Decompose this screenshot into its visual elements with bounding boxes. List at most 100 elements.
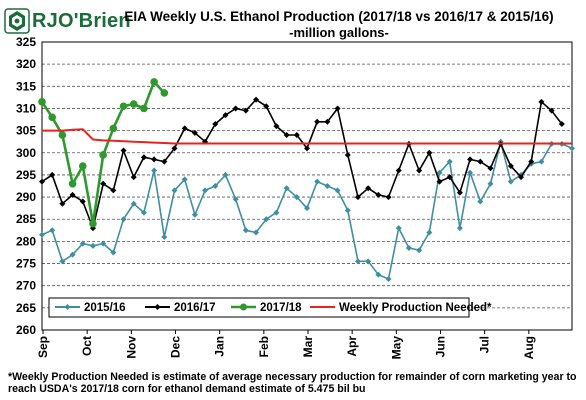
data-point-2015-16 bbox=[538, 158, 545, 165]
data-point-2015-16 bbox=[100, 240, 107, 247]
data-point-2016-17 bbox=[140, 154, 147, 161]
y-tick-label: 265 bbox=[16, 301, 36, 315]
x-tick-label: Apr bbox=[345, 336, 359, 357]
data-point-2015-16 bbox=[191, 211, 198, 218]
data-point-2015-16 bbox=[293, 194, 300, 201]
data-point-2017-18 bbox=[38, 98, 46, 106]
data-point-2016-17 bbox=[191, 129, 198, 136]
data-point-2016-17 bbox=[232, 105, 239, 112]
data-point-2015-16 bbox=[283, 185, 290, 192]
data-point-2015-16 bbox=[467, 169, 474, 176]
data-point-2017-18 bbox=[48, 113, 56, 122]
data-point-2017-18 bbox=[58, 131, 67, 139]
data-point-2016-17 bbox=[538, 98, 545, 105]
data-point-2015-16 bbox=[253, 229, 260, 236]
chart-title: EIA Weekly U.S. Ethanol Production (2017… bbox=[124, 9, 554, 24]
plot-frame bbox=[41, 41, 573, 331]
data-point-2015-16 bbox=[79, 240, 86, 247]
legend-marker bbox=[64, 304, 71, 310]
data-point-2016-17 bbox=[375, 191, 382, 198]
chart-footnote: *Weekly Production Needed is estimate of… bbox=[8, 371, 577, 395]
y-tick-label: 275 bbox=[16, 257, 36, 271]
data-point-2017-18 bbox=[160, 89, 169, 97]
data-point-2015-16 bbox=[140, 209, 147, 216]
data-point-2015-16 bbox=[151, 167, 158, 174]
data-point-2016-17 bbox=[222, 112, 229, 119]
data-point-2015-16 bbox=[304, 205, 310, 212]
data-point-2016-17 bbox=[171, 145, 178, 152]
data-point-2015-16 bbox=[477, 198, 484, 205]
data-point-2015-16 bbox=[39, 231, 45, 238]
data-point-2016-17 bbox=[385, 194, 392, 201]
data-point-2017-18 bbox=[68, 179, 77, 188]
data-point-2017-18 bbox=[78, 162, 87, 170]
data-point-2017-18 bbox=[109, 124, 118, 133]
x-tick-label: Jun bbox=[434, 336, 448, 357]
data-point-2016-17 bbox=[110, 187, 117, 194]
data-point-2015-16 bbox=[273, 209, 280, 216]
data-point-2017-18 bbox=[89, 219, 97, 228]
data-point-2015-16 bbox=[212, 183, 219, 189]
data-point-2015-16 bbox=[202, 187, 209, 194]
data-point-2016-17 bbox=[507, 163, 514, 170]
data-point-2015-16 bbox=[334, 187, 341, 194]
data-point-2016-17 bbox=[263, 103, 270, 110]
data-point-2016-17 bbox=[151, 156, 158, 163]
data-point-2016-17 bbox=[528, 158, 535, 165]
data-point-2016-17 bbox=[334, 105, 341, 112]
legend-marker bbox=[154, 304, 161, 310]
data-point-2016-17 bbox=[518, 174, 525, 181]
data-point-2015-16 bbox=[171, 187, 178, 194]
data-point-2015-16 bbox=[354, 258, 361, 265]
data-point-2016-17 bbox=[100, 180, 107, 187]
data-point-2016-17 bbox=[304, 145, 310, 152]
data-point-2016-17 bbox=[416, 167, 423, 174]
legend-label: 2016/17 bbox=[174, 302, 216, 314]
data-point-2016-17 bbox=[395, 167, 402, 174]
legend-marker bbox=[240, 303, 247, 311]
data-point-2016-17 bbox=[283, 132, 290, 139]
data-point-2016-17 bbox=[69, 191, 76, 198]
data-point-2016-17 bbox=[467, 156, 474, 163]
x-tick-label: Oct bbox=[80, 336, 94, 356]
data-point-2016-17 bbox=[181, 125, 188, 132]
data-point-2016-17 bbox=[49, 171, 56, 178]
x-tick-label: Nov bbox=[124, 336, 138, 359]
data-point-2015-16 bbox=[385, 276, 392, 283]
y-tick-label: 270 bbox=[16, 279, 36, 293]
data-point-2015-16 bbox=[569, 145, 575, 152]
y-tick-label: 260 bbox=[16, 323, 36, 337]
x-tick-label: Dec bbox=[169, 336, 183, 358]
y-tick-label: 325 bbox=[16, 35, 36, 49]
y-tick-label: 305 bbox=[16, 124, 36, 138]
data-point-2016-17 bbox=[161, 158, 168, 165]
data-point-2016-17 bbox=[365, 185, 372, 192]
data-point-2017-18 bbox=[150, 78, 158, 86]
x-tick-label: Mar bbox=[301, 336, 315, 358]
data-point-2016-17 bbox=[253, 96, 260, 103]
chart-subtitle: -million gallons- bbox=[289, 25, 389, 40]
data-point-2016-17 bbox=[273, 123, 280, 130]
data-point-2016-17 bbox=[324, 118, 331, 125]
data-point-2016-17 bbox=[130, 174, 137, 181]
data-point-2017-18 bbox=[99, 151, 107, 159]
y-tick-label: 315 bbox=[16, 79, 36, 93]
rjo-logo-icon bbox=[4, 8, 30, 34]
brand-name: RJO'Brien bbox=[32, 9, 131, 32]
data-point-2015-16 bbox=[130, 200, 137, 207]
data-point-2015-16 bbox=[59, 258, 66, 265]
data-point-2016-17 bbox=[558, 120, 565, 127]
x-tick-label: Jul bbox=[478, 336, 492, 353]
data-point-2016-17 bbox=[436, 178, 443, 185]
data-point-2015-16 bbox=[456, 225, 463, 232]
data-point-2015-16 bbox=[110, 249, 117, 256]
y-tick-label: 290 bbox=[16, 190, 36, 204]
series-line-weekly-production-needed bbox=[42, 128, 572, 145]
data-point-2016-17 bbox=[487, 165, 494, 172]
data-point-2016-17 bbox=[293, 132, 300, 139]
x-tick-label: Jan bbox=[213, 336, 227, 357]
y-tick-label: 285 bbox=[16, 212, 36, 226]
data-point-2016-17 bbox=[426, 149, 433, 156]
data-point-2015-16 bbox=[416, 247, 423, 254]
